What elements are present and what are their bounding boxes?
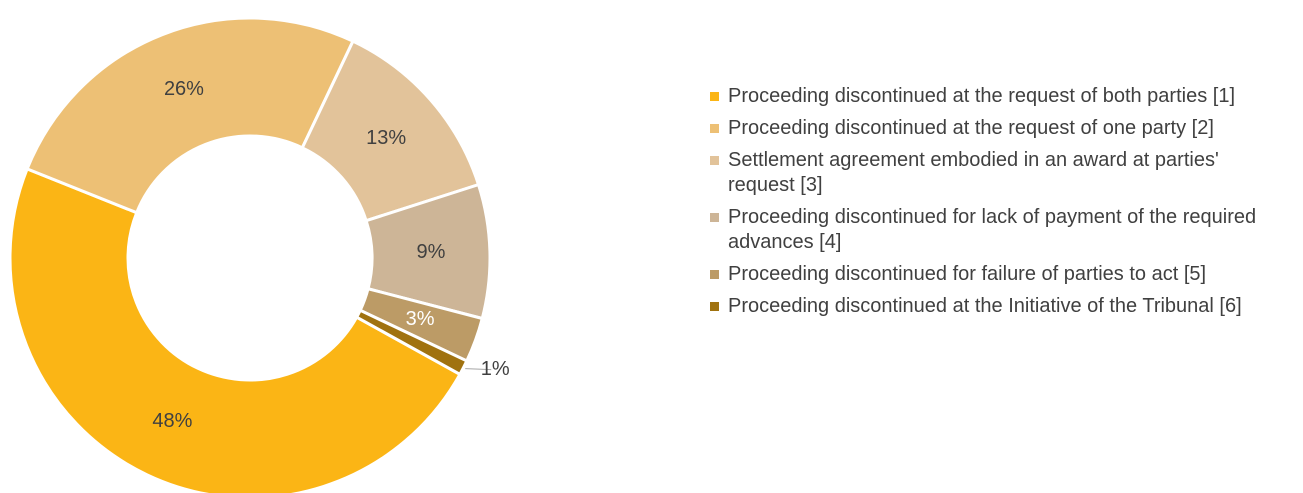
legend-swatch [710,302,719,311]
data-label: 9% [416,241,445,263]
legend-item: Proceeding discontinued for lack of paym… [710,205,1290,255]
legend: Proceeding discontinued at the request o… [710,84,1290,326]
data-label: 3% [406,308,435,330]
legend-label: Proceeding discontinued at the request o… [728,117,1214,139]
legend-swatch [710,92,719,101]
leader-line [465,368,492,371]
legend-label: Proceeding discontinued for failure of p… [728,263,1207,285]
slice [25,16,355,215]
legend-swatch [710,270,719,279]
data-label: 1% [481,358,510,380]
legend-item: Proceeding discontinued at the Initiativ… [710,294,1290,319]
legend-item: Settlement agreement embodied in an awar… [710,148,1290,198]
legend-swatch [710,213,719,222]
data-label: 26% [164,78,204,100]
legend-label: Proceeding discontinued at the Initiativ… [728,295,1242,317]
donut-chart: 48% 26% 13% 9% 3% 1% [8,16,510,493]
slice [300,39,481,223]
legend-item: Proceeding discontinued for failure of p… [710,262,1290,287]
legend-item: Proceeding discontinued at the request o… [710,84,1290,109]
legend-swatch [710,156,719,165]
legend-label: Proceeding discontinued for lack of paym… [728,206,1257,253]
legend-item: Proceeding discontinued at the request o… [710,116,1290,141]
slice [354,308,469,377]
data-label: 13% [366,127,406,149]
data-label: 48% [152,410,192,432]
legend-label: Proceeding discontinued at the request o… [728,85,1236,107]
legend-swatch [710,124,719,133]
legend-label: Settlement agreement embodied in an awar… [728,149,1219,196]
